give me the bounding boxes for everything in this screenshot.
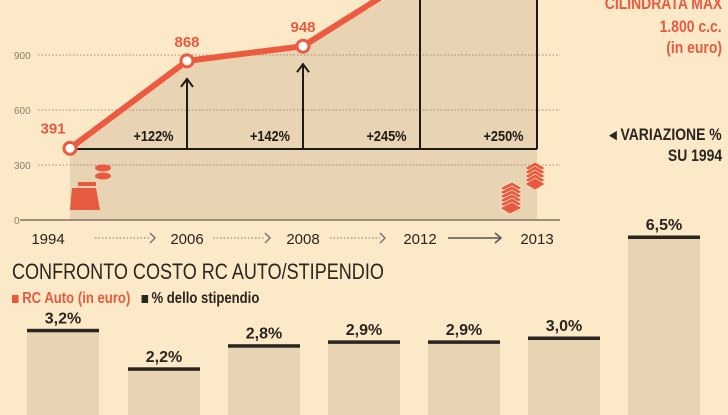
side-title-line2: 1.800 c.c.	[659, 17, 722, 36]
arrowhead-2006	[180, 77, 194, 88]
bar-label-4: 2,9%	[446, 322, 482, 339]
ytick-300: 300	[14, 161, 31, 172]
variation-line2: SU 1994	[667, 146, 722, 165]
legend: RC Auto (in euro) % dello stipendio	[12, 290, 259, 308]
bottom-title: CONFRONTO COSTO RC AUTO/STIPENDIO	[12, 259, 384, 284]
banknote-stack-icon-2	[524, 177, 546, 191]
bar-1	[128, 368, 200, 415]
ytick-900: 900	[14, 51, 31, 62]
coins-icon	[95, 164, 111, 172]
bar-cap-1	[128, 367, 200, 371]
side-title-line3: (in euro)	[666, 38, 722, 57]
bar-label-5: 3,0%	[546, 318, 582, 335]
data-label-2006: 868	[174, 34, 199, 51]
year-arrowhead-2	[379, 232, 387, 244]
data-point-1994	[62, 140, 78, 156]
xtick-2013: 2013	[520, 231, 553, 248]
bar-label-0: 3,2%	[45, 310, 81, 327]
ytick-600: 600	[14, 106, 31, 117]
bar-label-6: 6,5%	[646, 217, 682, 234]
variation-line1: ◂ VARIAZIONE %	[609, 125, 722, 144]
bar-4	[428, 341, 500, 415]
side-title-line1: CILINDRATA MAX	[604, 0, 722, 13]
year-arrowhead-1	[264, 232, 272, 244]
variation-label-2006: +122%	[133, 127, 173, 144]
bar-2	[228, 345, 300, 415]
arrowhead-2008	[296, 62, 310, 73]
legend-swatch-rc-auto	[12, 295, 19, 303]
bar-label-2: 2,8%	[246, 326, 282, 343]
bar-0	[27, 330, 99, 415]
data-label-2008: 948	[290, 19, 315, 36]
data-point-2008	[295, 38, 311, 54]
bar-label-3: 2,9%	[346, 322, 382, 339]
ytick-0: 0	[14, 216, 20, 227]
bar-label-1: 2,2%	[146, 349, 182, 366]
data-point-2006	[179, 53, 195, 69]
bar-cap-2	[228, 344, 300, 348]
bar-3	[328, 341, 400, 415]
bar-cap-5	[528, 336, 600, 340]
xtick-1994: 1994	[31, 231, 64, 248]
variation-label-2012: +245%	[366, 127, 406, 144]
coins-icon-2	[95, 172, 111, 180]
bar-6	[628, 237, 700, 415]
xtick-2008: 2008	[286, 231, 319, 248]
money-bill-icon	[70, 182, 100, 210]
xtick-2006: 2006	[170, 231, 203, 248]
legend-rc-auto: RC Auto (in euro)	[22, 290, 131, 307]
bar-cap-0	[27, 328, 99, 333]
year-arrowhead-3	[494, 232, 503, 244]
banknote-stack-icon	[499, 201, 523, 215]
legend-swatch-salary	[141, 295, 148, 303]
bar-cap-6	[628, 235, 700, 239]
legend-salary: % dello stipendio	[151, 290, 260, 307]
variation-label-2013: +250%	[483, 127, 523, 144]
variation-label-2008: +142%	[250, 127, 290, 144]
bar-cap-4	[428, 340, 500, 344]
bar-cap-3	[328, 340, 400, 344]
year-arrowhead-0	[149, 232, 157, 244]
xtick-2012: 2012	[403, 231, 436, 248]
bar-5	[528, 338, 600, 415]
data-label-1994: 391	[40, 120, 65, 137]
